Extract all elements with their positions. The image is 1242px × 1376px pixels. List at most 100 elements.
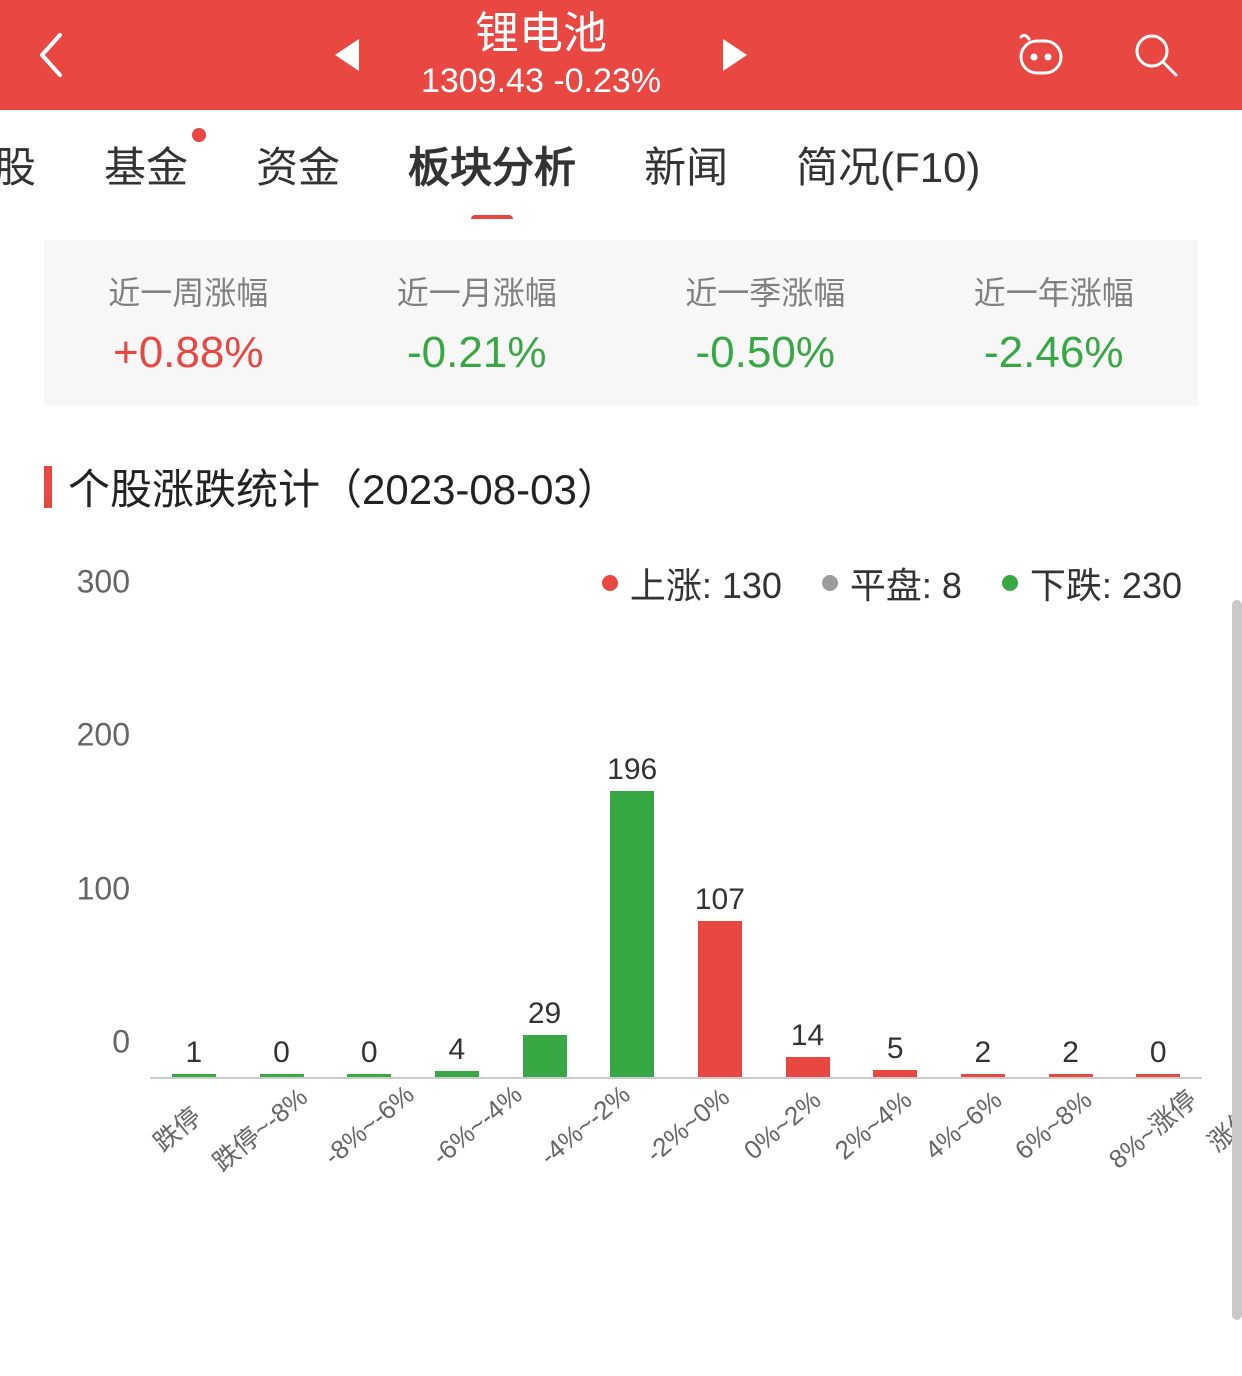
robot-icon (1015, 31, 1067, 79)
x-axis: 跌停跌停~-8%-8%~-6%-6%~-4%-4%~-2%-2%~0%0%~2%… (150, 1079, 1202, 1219)
period-label: 近一月涨幅 (333, 268, 622, 314)
chart-legend: 上涨: 130 平盘: 8 下跌: 230 (0, 557, 1182, 609)
bar-rect (1136, 1074, 1180, 1077)
bar-6: 107 (676, 639, 764, 1077)
triangle-right-icon (721, 37, 751, 73)
tab-1[interactable]: 基金 (100, 134, 192, 195)
title-block[interactable]: 锂电池 1309.43 -0.23% (421, 8, 661, 102)
bar-value: 0 (273, 1036, 290, 1070)
bar-rect (523, 1035, 567, 1077)
period-label: 近一季涨幅 (621, 268, 910, 314)
x-label: 跌停 (150, 1079, 202, 1219)
bar-2: 0 (325, 639, 413, 1077)
bar-rect (172, 1074, 216, 1077)
plot-area: 100429196107145220 (150, 639, 1202, 1079)
bar-value: 107 (695, 883, 745, 917)
tab-5[interactable]: 简况(F10) (792, 134, 984, 195)
accent-bar-icon (44, 466, 52, 508)
x-label: 跌停~-8% (202, 1079, 315, 1219)
robot-button[interactable] (1015, 31, 1067, 79)
section-title-text: 个股涨跌统计（2023-08-03） (68, 456, 619, 517)
bar-rect (610, 791, 654, 1077)
distribution-chart: 0100200300 100429196107145220 跌停跌停~-8%-8… (60, 619, 1212, 1219)
stock-subline: 1309.43 -0.23% (421, 61, 661, 102)
bar-8: 5 (851, 639, 939, 1077)
tab-0[interactable]: 股 (0, 134, 40, 195)
period-cell-3: 近一年涨幅 -2.46% (910, 268, 1199, 378)
period-summary: 近一周涨幅 +0.88%近一月涨幅 -0.21%近一季涨幅-0.50%近一年涨幅 -2… (44, 240, 1198, 406)
prev-button[interactable] (331, 37, 361, 73)
bar-4: 29 (501, 639, 589, 1077)
x-label: -2%~0% (638, 1079, 737, 1219)
legend-down-text: 下跌: 230 (1030, 557, 1182, 609)
stock-price: 1309.43 (421, 62, 544, 100)
bar-rect (786, 1057, 830, 1077)
tab-3[interactable]: 板块分析 (404, 134, 580, 195)
next-button[interactable] (721, 37, 751, 73)
bar-value: 1 (185, 1036, 202, 1070)
scroll-thumb[interactable] (1232, 600, 1242, 1320)
bar-10: 2 (1027, 639, 1115, 1077)
x-label: 0%~2% (737, 1079, 827, 1219)
bar-7: 14 (764, 639, 852, 1077)
bar-rect (260, 1074, 304, 1077)
bar-value: 5 (887, 1032, 904, 1066)
bar-rect (1049, 1074, 1093, 1077)
period-label: 近一周涨幅 (44, 268, 333, 314)
dot-icon (822, 575, 838, 591)
chevron-left-icon (36, 31, 64, 79)
bar-value: 2 (975, 1036, 992, 1070)
bar-value: 2 (1062, 1036, 1079, 1070)
y-axis: 0100200300 (60, 619, 140, 1079)
bar-11: 0 (1114, 639, 1202, 1077)
stock-title: 锂电池 (421, 8, 661, 61)
x-label: -8%~-6% (315, 1079, 423, 1219)
y-tick: 300 (77, 564, 130, 601)
y-tick: 200 (77, 717, 130, 754)
tab-2[interactable]: 资金 (252, 134, 344, 195)
bar-rect (347, 1074, 391, 1077)
bar-0: 1 (150, 639, 238, 1077)
bar-rect (961, 1074, 1005, 1077)
triangle-left-icon (331, 37, 361, 73)
y-tick: 0 (112, 1024, 130, 1061)
bar-rect (435, 1071, 479, 1077)
period-value: -2.46% (910, 328, 1199, 378)
bar-5: 196 (588, 639, 676, 1077)
period-value: -0.21% (333, 328, 622, 378)
legend-flat-text: 平盘: 8 (850, 557, 962, 609)
legend-up: 上涨: 130 (602, 557, 782, 609)
period-cell-1: 近一月涨幅 -0.21% (333, 268, 622, 378)
legend-flat: 平盘: 8 (822, 557, 962, 609)
period-cell-0: 近一周涨幅 +0.88% (44, 268, 333, 378)
bar-value: 29 (528, 997, 561, 1031)
stock-change: -0.23% (553, 62, 661, 100)
search-icon (1132, 31, 1180, 79)
bar-value: 0 (1150, 1036, 1167, 1070)
bars-container: 100429196107145220 (150, 639, 1202, 1077)
period-label: 近一年涨幅 (910, 268, 1199, 314)
bar-9: 2 (939, 639, 1027, 1077)
y-tick: 100 (77, 870, 130, 907)
legend-down: 下跌: 230 (1002, 557, 1182, 609)
search-button[interactable] (1132, 31, 1180, 79)
bar-rect (698, 921, 742, 1077)
period-cell-2: 近一季涨幅-0.50% (621, 268, 910, 378)
app-header: 锂电池 1309.43 -0.23% (0, 0, 1242, 110)
period-value: +0.88% (44, 328, 333, 378)
bar-value: 196 (607, 753, 657, 787)
dot-icon (602, 575, 618, 591)
x-label: 6%~8% (1008, 1079, 1098, 1219)
x-label: -6%~-4% (423, 1079, 531, 1219)
legend-up-text: 上涨: 130 (630, 557, 782, 609)
dot-icon (1002, 575, 1018, 591)
x-label: 4%~6% (918, 1079, 1008, 1219)
bar-1: 0 (238, 639, 326, 1077)
notification-dot-icon (192, 128, 206, 142)
back-button[interactable] (0, 0, 100, 110)
bar-rect (873, 1070, 917, 1077)
scrollbar[interactable] (1232, 120, 1242, 1340)
header-center: 锂电池 1309.43 -0.23% (100, 8, 982, 102)
bar-value: 0 (361, 1036, 378, 1070)
tab-4[interactable]: 新闻 (640, 134, 732, 195)
